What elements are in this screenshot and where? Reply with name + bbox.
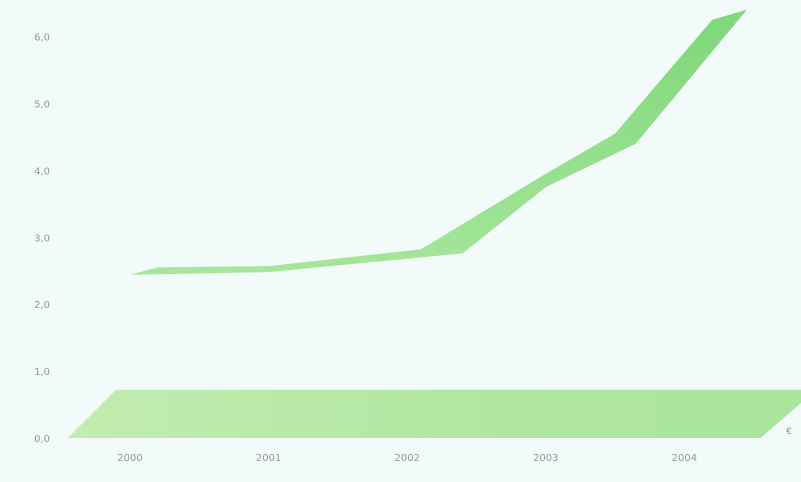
y-axis-tick-labels: 0,0 1,0 2,0 3,0 4,0 5,0 6,0	[34, 33, 50, 445]
series-band-2	[67, 389, 801, 438]
x-tick-label: 2001	[256, 453, 281, 464]
series-layer	[67, 9, 801, 438]
x-tick-label: 2002	[394, 453, 419, 464]
y-tick-label: 2,0	[34, 300, 50, 311]
x-tick-label: 2004	[672, 453, 697, 464]
y-tick-label: 3,0	[34, 233, 50, 244]
y-tick-label: 4,0	[34, 166, 50, 177]
currency-mark: €	[786, 427, 792, 437]
x-axis-tick-labels: 2000 2001 2002 2003 2004	[117, 453, 697, 464]
y-tick-label: 1,0	[34, 367, 50, 378]
x-tick-label: 2003	[533, 453, 558, 464]
y-tick-label: 6,0	[34, 33, 50, 44]
x-tick-label: 2000	[117, 453, 142, 464]
series-band-1	[130, 9, 747, 275]
y-tick-label: 5,0	[34, 100, 50, 111]
y-tick-label: 0,0	[34, 434, 50, 445]
